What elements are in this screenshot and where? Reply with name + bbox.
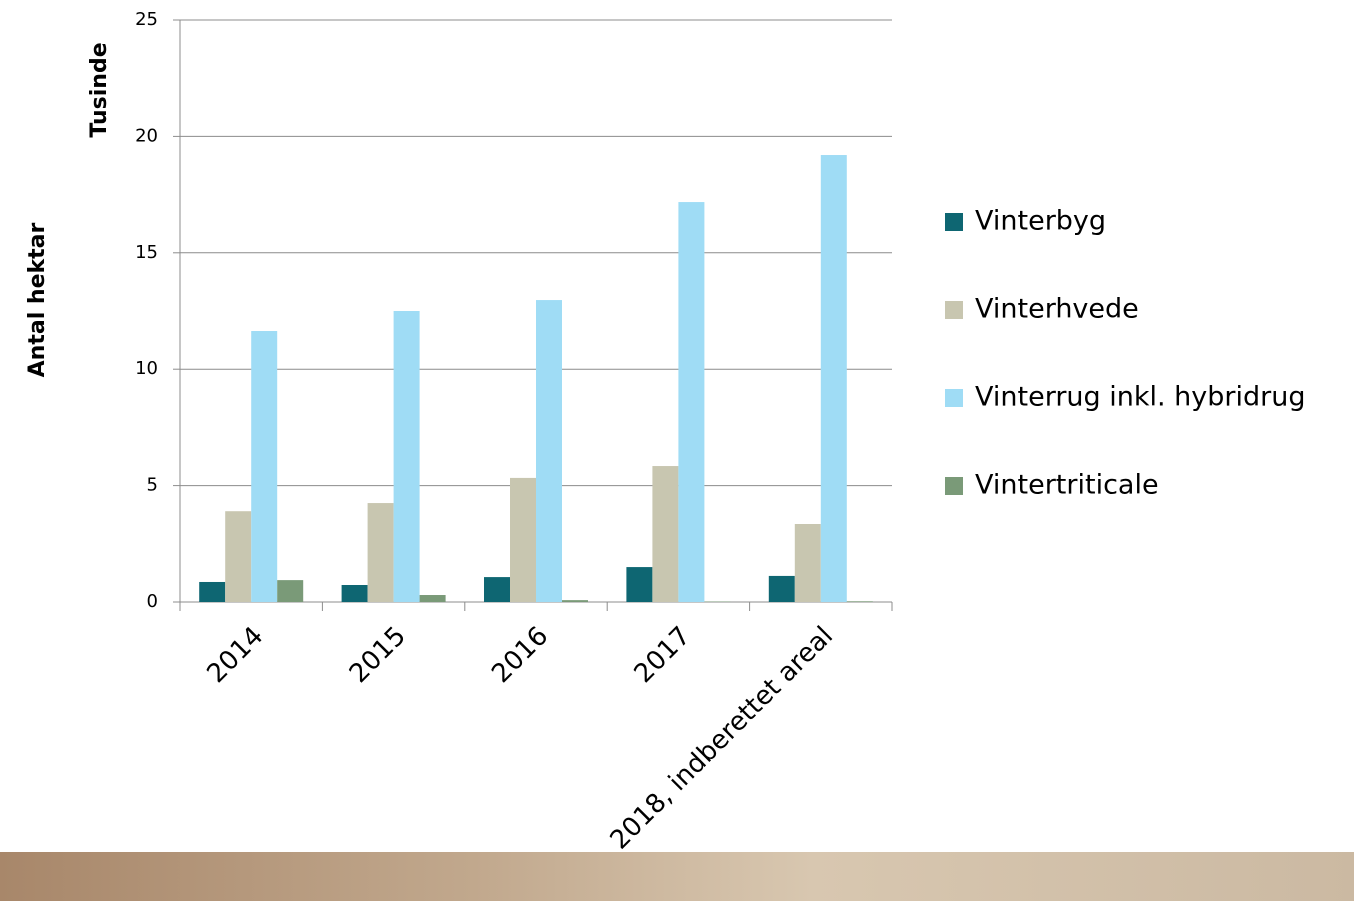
- x-tick-label: 2016: [486, 621, 554, 689]
- bar: [769, 576, 795, 602]
- bar: [821, 155, 847, 602]
- legend-swatch: [945, 477, 963, 495]
- chart: Tusinde Antal hektar 0 5 10 15 20 25 2014 2015 2…: [0, 0, 1354, 901]
- y-tick-label: 25: [135, 9, 158, 30]
- legend-label: Vinterhvede: [975, 294, 1139, 325]
- x-tick-label: 2015: [344, 621, 412, 689]
- bar: [368, 503, 394, 602]
- bar: [652, 466, 678, 602]
- legend-label: Vinterbyg: [975, 206, 1106, 237]
- unit-label: Tusinde: [87, 42, 112, 137]
- legend-label: Vinterrug inkl. hybridrug: [975, 382, 1306, 413]
- y-axis-label: Antal hektar: [25, 223, 50, 378]
- bar: [510, 478, 536, 602]
- bar: [678, 202, 704, 602]
- bar: [484, 577, 510, 602]
- bar: [562, 600, 588, 602]
- y-tick-label: 15: [135, 242, 158, 263]
- bar: [847, 601, 873, 602]
- y-tick-label: 20: [135, 125, 158, 146]
- legend-label: Vintertriticale: [975, 470, 1159, 501]
- x-tick-label: 2017: [629, 621, 697, 689]
- bar: [420, 595, 446, 602]
- bar: [536, 300, 562, 602]
- legend-swatch: [945, 301, 963, 319]
- bar: [225, 511, 251, 602]
- background-field: [0, 852, 1354, 901]
- y-tick-label: 0: [147, 591, 158, 612]
- bar: [795, 524, 821, 602]
- legend-swatch: [945, 213, 963, 231]
- legend-swatch: [945, 389, 963, 407]
- bar: [199, 582, 225, 602]
- bar: [251, 331, 277, 602]
- x-tick-label: 2014: [201, 621, 269, 689]
- bar: [277, 580, 303, 602]
- bar: [626, 567, 652, 602]
- page: Tusinde Antal hektar 0 5 10 15 20 25 2014 2015 2…: [0, 0, 1354, 901]
- bar: [342, 585, 368, 602]
- y-tick-label: 10: [135, 358, 158, 379]
- y-tick-label: 5: [147, 475, 158, 496]
- bar: [394, 311, 420, 602]
